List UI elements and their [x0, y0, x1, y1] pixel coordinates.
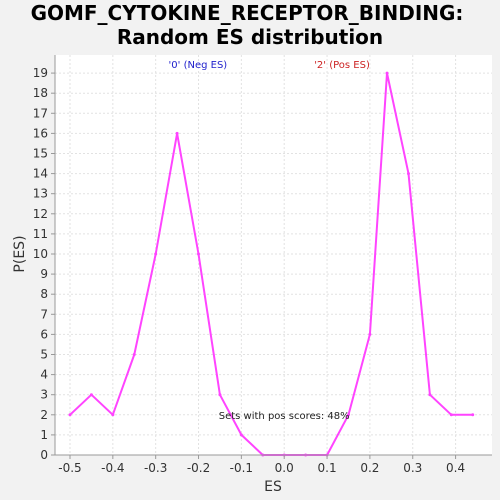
chart-title-line2: Random ES distribution [117, 25, 383, 49]
x-tick-label: -0.3 [144, 461, 167, 475]
y-tick-label: 14 [33, 167, 48, 181]
y-tick-label: 2 [40, 408, 48, 422]
es-data-point [68, 413, 71, 416]
es-data-point [90, 393, 93, 396]
y-tick-label: 18 [33, 86, 48, 100]
y-tick-label: 17 [33, 106, 48, 120]
es-data-point [176, 132, 179, 135]
legend-pos-es: '2' (Pos ES) [314, 60, 370, 71]
y-tick-label: 10 [33, 247, 48, 261]
es-data-point [154, 252, 157, 255]
y-tick-label: 11 [33, 227, 48, 241]
y-tick-label: 13 [33, 187, 48, 201]
x-ticks: -0.5 -0.4 -0.3 -0.2 -0.1 0.0 0.1 0.2 0.3 0.4 [58, 455, 465, 475]
es-data-point [111, 413, 114, 416]
y-tick-label: 4 [40, 368, 48, 382]
x-tick-label: 0.2 [360, 461, 379, 475]
y-tick-label: 15 [33, 146, 48, 160]
y-tick-label: 7 [40, 307, 48, 321]
x-tick-label: -0.4 [101, 461, 124, 475]
y-tick-label: 5 [40, 347, 48, 361]
es-data-point [471, 413, 474, 416]
es-data-point [407, 172, 410, 175]
pos-scores-annotation: Sets with pos scores: 48% [219, 411, 350, 422]
x-tick-label: 0.1 [318, 461, 337, 475]
x-tick-label: -0.5 [58, 461, 81, 475]
x-tick-label: 0.0 [275, 461, 294, 475]
y-axis-label: P(ES) [12, 235, 28, 272]
y-tick-label: 9 [40, 267, 48, 281]
y-tick-label: 0 [40, 448, 48, 462]
es-data-point [450, 413, 453, 416]
es-data-point [428, 393, 431, 396]
x-axis-label: ES [264, 479, 282, 495]
y-tick-label: 1 [40, 428, 48, 442]
es-data-point [218, 393, 221, 396]
y-tick-label: 19 [33, 66, 48, 80]
y-tick-label: 3 [40, 388, 48, 402]
x-tick-label: 0.4 [446, 461, 465, 475]
x-tick-label: -0.1 [230, 461, 253, 475]
y-tick-label: 16 [33, 126, 48, 140]
es-data-point [386, 72, 389, 75]
y-tick-label: 6 [40, 327, 48, 341]
y-tick-label: 12 [33, 207, 48, 221]
es-data-point [133, 353, 136, 356]
chart-title-line1: GOMF_CYTOKINE_RECEPTOR_BINDING: [31, 1, 464, 25]
x-tick-label: 0.3 [403, 461, 422, 475]
legend-neg-es: '0' (Neg ES) [169, 60, 228, 71]
es-data-point [368, 333, 371, 336]
es-data-point [197, 252, 200, 255]
es-data-point [240, 433, 243, 436]
y-tick-label: 8 [40, 287, 48, 301]
x-tick-label: -0.2 [187, 461, 210, 475]
